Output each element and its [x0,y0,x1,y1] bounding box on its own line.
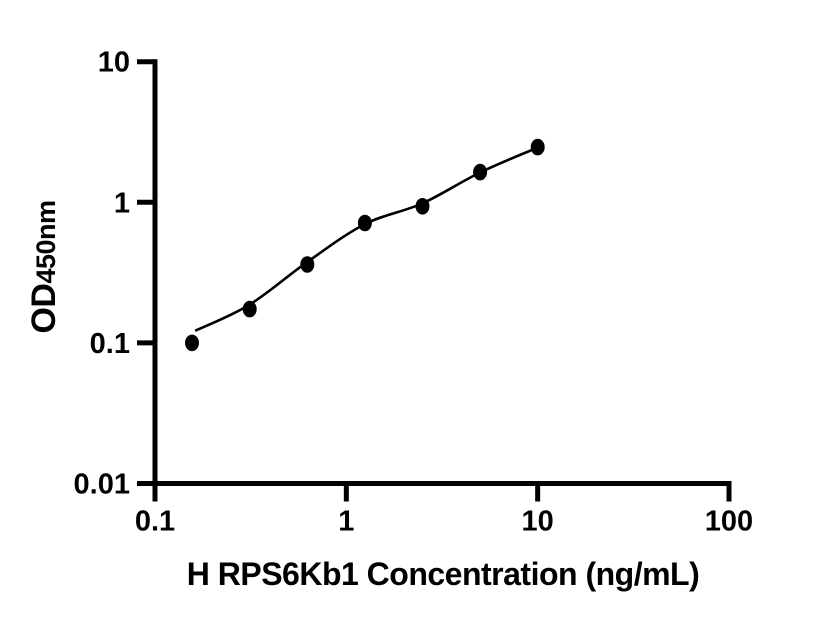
data-point [473,163,488,181]
data-point [530,138,545,156]
y-tick-label: 10 [98,47,130,79]
data-point [415,198,430,215]
x-tick-label: 100 [705,506,753,538]
y-tick-label: 0.1 [90,328,130,360]
data-point [357,214,372,232]
x-tick-label: 10 [522,506,554,538]
data-point [300,256,315,273]
y-axis-title-sub: 450nm [31,200,61,284]
y-axis-title-main: OD [25,283,63,334]
y-tick-label: 0.01 [74,469,130,501]
y-axis-title: OD450nm [25,200,63,334]
x-axis-title: H RPS6Kb1 Concentration (ng/mL) [186,556,700,592]
y-tick-label: 1 [114,187,130,219]
data-point [242,300,257,318]
x-tick-label: 0.1 [135,506,175,538]
data-point [185,334,199,352]
x-tick-label: 1 [338,506,354,538]
